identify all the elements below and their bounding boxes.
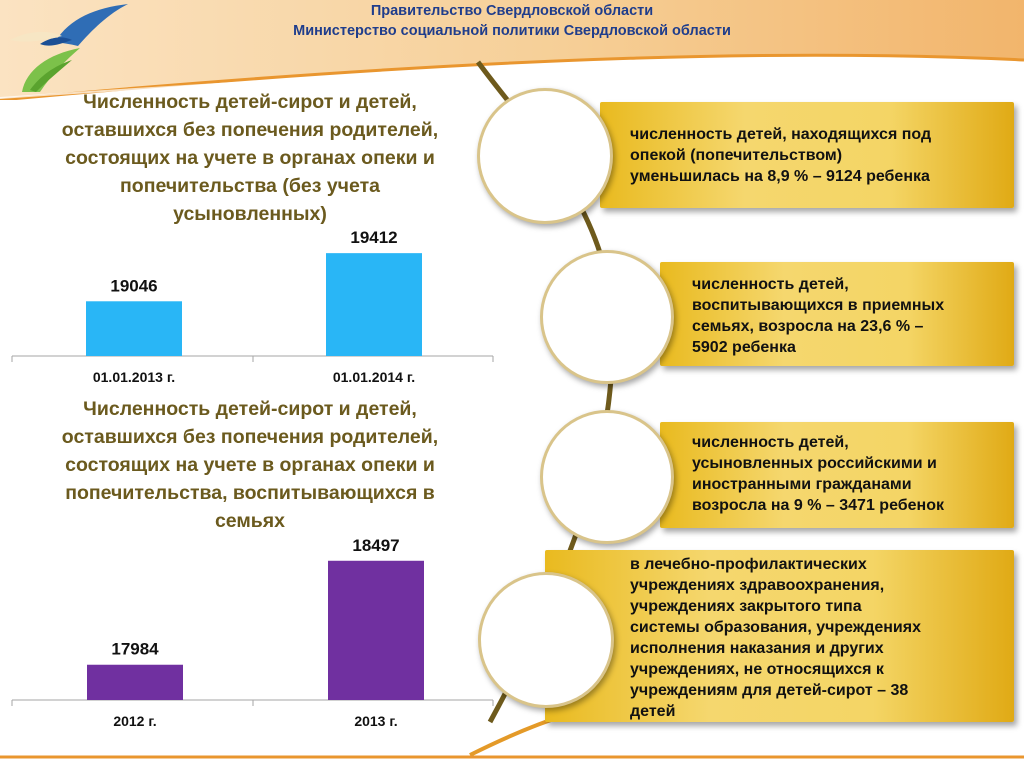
card-text: в лечебно-профилактических учреждениях з… xyxy=(630,554,1010,722)
card-line: уменьшилась на 8,9 % – 9124 ребенка xyxy=(630,168,930,185)
card-text: численность детей, воспитывающихся в при… xyxy=(692,274,1012,358)
info-card-foster-families: численность детей, воспитывающихся в при… xyxy=(660,262,1014,366)
card-line: иностранными гражданами xyxy=(692,476,912,493)
bar xyxy=(328,560,424,700)
card-line: 5902 ребенка xyxy=(692,339,796,356)
card-line: численность детей, xyxy=(692,434,849,451)
card-line: возросла на 9 % – 3471 ребенок xyxy=(692,497,944,514)
bar xyxy=(326,253,422,356)
card-line: численность детей, xyxy=(692,276,849,293)
info-card-guardianship: численность детей, находящихся под опеко… xyxy=(600,102,1014,208)
chart1-heading-line: Численность детей-сирот и детей, xyxy=(83,91,417,113)
chart2-heading-line: семьях xyxy=(214,510,286,532)
card-text: численность детей, находящихся под опеко… xyxy=(630,124,1010,187)
x-tick-label: 01.01.2014 г. xyxy=(333,369,415,385)
chart2-bar-chart: 17984 2012 г. 18497 2013 г. xyxy=(11,536,494,729)
card-line: опекой (попечительством) xyxy=(630,147,843,164)
bar xyxy=(87,664,183,700)
card-circle-3 xyxy=(540,410,674,544)
info-card-institutions: в лечебно-профилактических учреждениях з… xyxy=(545,550,1014,722)
chart1-heading-line: попечительства (без учета xyxy=(120,175,380,197)
card-circle-2 xyxy=(540,250,674,384)
x-tick-label: 01.01.2013 г. xyxy=(93,369,175,385)
header-title-line1: Правительство Свердловской области xyxy=(370,3,654,19)
card-line: системы образования, учреждениях xyxy=(630,619,921,636)
card-text: численность детей, усыновленных российск… xyxy=(692,432,1012,516)
chart2-heading-line: состоящих на учете в органах опеки и xyxy=(65,454,435,476)
chart1-heading-line: усыновленных) xyxy=(173,203,327,225)
chart2-heading: Численность детей-сирот и детей, оставши… xyxy=(20,395,480,535)
chart1-heading: Численность детей-сирот и детей, оставши… xyxy=(20,88,480,228)
card-line: учреждениях закрытого типа xyxy=(630,598,862,615)
data-label: 19046 xyxy=(110,276,157,295)
card-line: численность детей, находящихся под xyxy=(630,126,932,143)
chart1-bar-chart: 19046 01.01.2013 г. 19412 01.01.2014 г. xyxy=(11,228,494,385)
data-label: 18497 xyxy=(352,536,399,555)
card-line: исполнения наказания и других xyxy=(630,640,884,657)
bar xyxy=(86,301,182,356)
card-line: учреждениях, не относящихся к xyxy=(630,661,884,678)
card-line: семьях, возросла на 23,6 % – xyxy=(692,318,924,335)
card-circle-1 xyxy=(477,88,613,224)
header-banner: Правительство Свердловской области Минис… xyxy=(0,0,1024,100)
x-tick-label: 2013 г. xyxy=(354,713,397,729)
card-line: учреждениям для детей-сирот – 38 xyxy=(630,682,909,699)
card-line: в лечебно-профилактических xyxy=(630,556,867,573)
info-card-adoption: численность детей, усыновленных российск… xyxy=(660,422,1014,528)
chart2-heading-line: попечительства, воспитывающихся в xyxy=(65,482,435,504)
logo-bird-icon xyxy=(10,4,128,92)
header-title-line2: Министерство социальной политики Свердло… xyxy=(293,23,731,39)
chart2-heading-line: Численность детей-сирот и детей, xyxy=(83,398,417,420)
data-label: 17984 xyxy=(111,640,159,659)
chart1-heading-line: оставшихся без попечения родителей, xyxy=(61,119,439,141)
chart1-heading-line: состоящих на учете в органах опеки и xyxy=(65,147,435,169)
header-background xyxy=(0,0,1024,100)
card-line: детей xyxy=(630,703,676,720)
data-label: 19412 xyxy=(350,228,397,247)
card-line: воспитывающихся в приемных xyxy=(692,297,945,314)
x-tick-label: 2012 г. xyxy=(113,713,156,729)
chart2-heading-line: оставшихся без попечения родителей, xyxy=(61,426,439,448)
card-line: учреждениях здравоохранения, xyxy=(630,577,885,594)
card-circle-4 xyxy=(478,572,614,708)
card-line: усыновленных российскими и xyxy=(692,455,937,472)
